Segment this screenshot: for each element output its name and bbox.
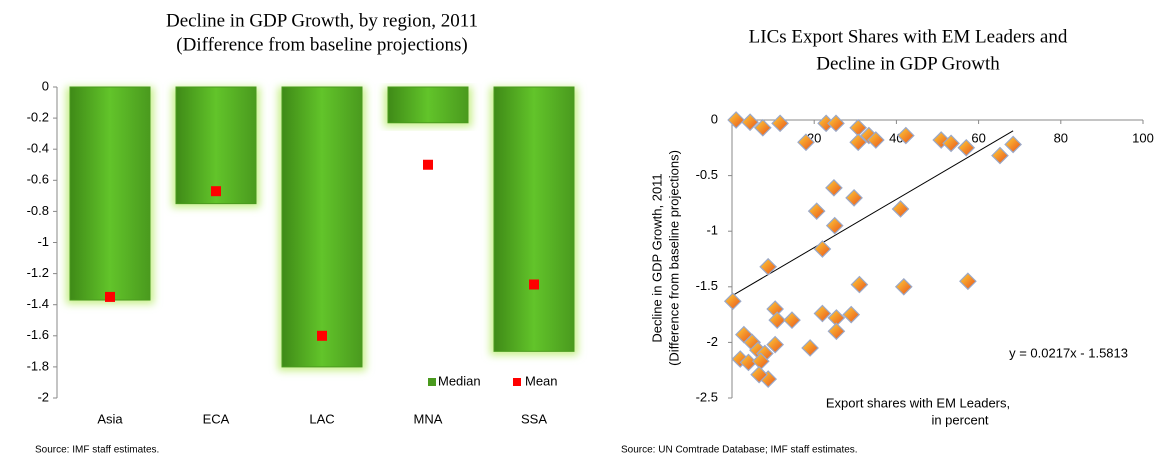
bar <box>387 86 469 124</box>
scatter-point <box>845 188 863 207</box>
bar <box>493 86 575 352</box>
scatter-point <box>849 133 868 152</box>
trendline <box>731 130 1014 297</box>
x-tick-label: 80 <box>1054 130 1068 145</box>
scatter-point <box>759 257 778 276</box>
y-tick-label: -0.2 <box>27 110 49 125</box>
scatter-point <box>750 365 768 384</box>
legend-label: Mean <box>525 373 558 388</box>
scatter-point <box>766 335 785 354</box>
y-tick-label: -2.5 <box>696 389 718 404</box>
chart-title: Decline in GDP Growth <box>816 53 1000 74</box>
scatter-point <box>727 111 745 129</box>
scatter-point <box>827 114 845 133</box>
scatter-point <box>825 178 843 197</box>
chart-subtitle: (Difference from baseline projections) <box>176 34 467 55</box>
x-tick-label: 100 <box>1132 130 1154 145</box>
y-tick-label: -1 <box>706 223 718 238</box>
scatter-point <box>768 311 787 330</box>
y-tick-label: -0.6 <box>27 172 49 187</box>
scatter-point <box>850 275 869 294</box>
scatter-point <box>753 118 772 137</box>
bar <box>69 86 151 301</box>
scatter-point <box>891 200 910 218</box>
y-tick-label: -1.6 <box>27 327 49 342</box>
scatter-point <box>1004 135 1022 154</box>
x-tick-label: Asia <box>97 411 123 426</box>
x-tick-label: LAC <box>309 411 334 426</box>
y-tick-label: -1 <box>37 234 49 249</box>
x-tick-label: SSA <box>521 411 547 426</box>
legend-swatch <box>513 378 521 386</box>
y-tick-label: -0.5 <box>696 167 718 182</box>
y-axis-label: Decline in GDP Growth, 2011 <box>649 173 664 342</box>
source: Source: IMF staff estimates. <box>35 445 159 456</box>
trendline-label: y = 0.0217x - 1.5813 <box>1009 345 1128 360</box>
scatter-point <box>827 322 846 341</box>
scatter-point <box>813 304 832 323</box>
scatter-point <box>894 277 913 296</box>
source: Source: UN Comtrade Database; IMF staff … <box>621 445 858 456</box>
y-tick-label: -0.4 <box>27 141 49 156</box>
scatter-point <box>942 134 960 153</box>
y-tick-label: -2 <box>37 389 49 404</box>
mean-marker <box>423 159 433 170</box>
x-tick-label: MNA <box>414 411 443 426</box>
x-axis-label: Export shares with EM Leaders, <box>826 395 1010 410</box>
mean-marker <box>105 291 115 302</box>
y-tick-label: -1.2 <box>27 265 49 280</box>
chart-title: LICs Export Shares with EM Leaders and <box>749 26 1068 47</box>
legend-label: Median <box>438 373 481 388</box>
scatter-point <box>957 138 976 157</box>
y-tick-label: -1.4 <box>27 296 49 311</box>
mean-marker <box>317 330 327 341</box>
mean-marker <box>529 279 539 290</box>
scatter-point <box>825 216 844 235</box>
y-tick-label: -1.8 <box>27 358 49 373</box>
y-tick-label: -1.5 <box>696 278 718 293</box>
legend-swatch <box>428 378 436 386</box>
scatter-point <box>959 272 977 291</box>
bar <box>175 86 257 205</box>
y-tick-label: 0 <box>42 78 49 93</box>
scatter-point <box>741 113 759 132</box>
bar <box>281 86 363 368</box>
chart-title: Decline in GDP Growth, by region, 2011 <box>166 10 478 31</box>
x-tick-label: 60 <box>971 130 985 145</box>
y-axis-label: (Difference from baseline projections) <box>666 150 681 366</box>
x-axis-label: in percent <box>931 412 988 427</box>
y-tick-label: 0 <box>711 111 718 126</box>
scatter-point <box>783 311 801 330</box>
scatter-point <box>807 202 826 221</box>
scatter-point <box>771 114 789 133</box>
scatter-point <box>897 126 915 145</box>
scatter-point <box>797 133 815 152</box>
y-tick-label: -0.8 <box>27 203 49 218</box>
mean-marker <box>211 186 221 197</box>
scatter-point <box>867 131 885 149</box>
y-tick-label: -2 <box>706 334 718 349</box>
scatter-point <box>723 292 742 311</box>
scatter-point <box>801 339 819 357</box>
x-tick-label: ECA <box>203 411 230 426</box>
scatter-point <box>991 146 1009 165</box>
scatter-point <box>813 240 832 258</box>
scatter-point <box>842 305 861 324</box>
